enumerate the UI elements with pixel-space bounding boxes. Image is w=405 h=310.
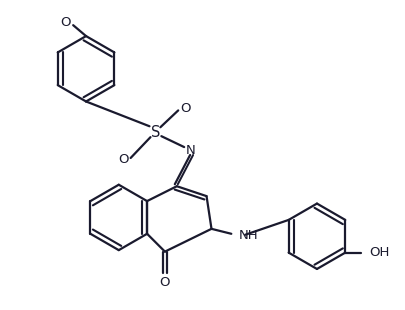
Text: O: O (118, 153, 129, 166)
Text: OH: OH (369, 246, 390, 259)
Text: O: O (60, 16, 70, 29)
Text: S: S (151, 125, 160, 140)
Text: O: O (160, 276, 170, 289)
Text: N: N (186, 144, 196, 157)
Text: NH: NH (238, 229, 258, 242)
Text: O: O (180, 102, 190, 115)
